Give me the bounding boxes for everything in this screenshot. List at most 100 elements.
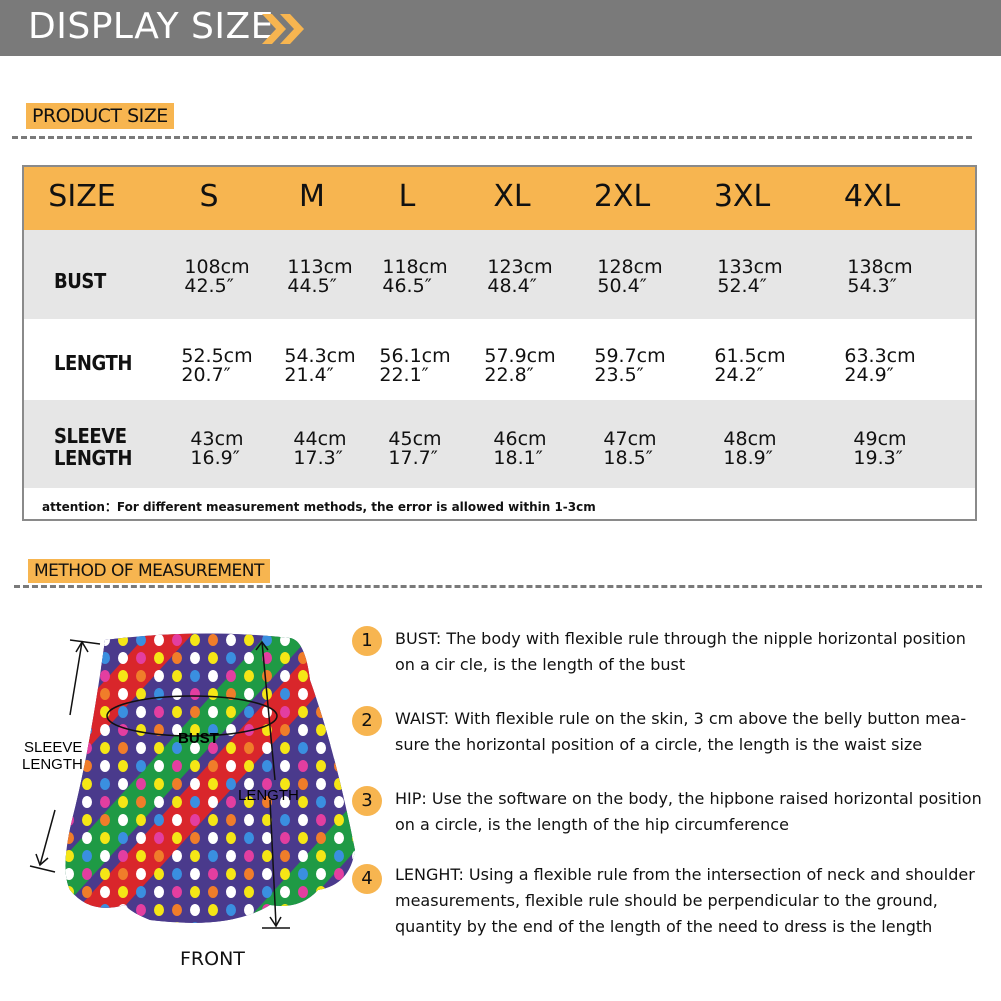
garment-dot: [208, 670, 218, 682]
garment-dot: [208, 688, 218, 700]
garment-dot: [154, 706, 164, 718]
garment-dot: [136, 832, 146, 844]
cell-cm: 133cm: [717, 256, 783, 278]
garment-dot: [190, 832, 200, 844]
garment-dot: [280, 832, 290, 844]
table-row-length: LENGTH 52.5cm 20.7″ 54.3cm 21.4″ 56.1cm 22.1″ 5…: [24, 319, 975, 400]
garment-dot: [280, 814, 290, 826]
bust-label: BUST: [178, 730, 219, 747]
table-cell: 48cm 18.9″: [723, 430, 776, 468]
garment-dot: [82, 922, 92, 923]
cell-inch: 21.4″: [284, 364, 334, 386]
cell-cm: 118cm: [382, 256, 448, 278]
garment-dot: [100, 868, 110, 880]
garment-dot: [262, 760, 272, 772]
garment-stripe: [65, 633, 325, 923]
garment-dot: [154, 886, 164, 898]
garment-dot: [280, 868, 290, 880]
cell-cm: 61.5cm: [714, 345, 786, 367]
garment-dot: [82, 724, 92, 736]
garment-dot: [172, 634, 182, 646]
garment-dot: [262, 742, 272, 754]
header-size-label: SIZE: [48, 179, 116, 214]
garment-dot: [172, 904, 182, 916]
table-row-sleeve-length: SLEEVE LENGTH 43cm 16.9″ 44cm 17.3″ 45cm 17.7″…: [24, 400, 975, 488]
garment-dot: [190, 814, 200, 826]
garment-dot: [190, 670, 200, 682]
row-label: BUST: [54, 269, 106, 293]
garment-dot: [352, 742, 356, 754]
cell-inch: 18.5″: [603, 447, 653, 469]
step-text: HIP: Use the software on the body, the h…: [395, 789, 982, 834]
table-cell: 123cm 48.4″: [487, 258, 552, 296]
cell-inch: 24.2″: [714, 364, 764, 386]
garment-dot: [244, 634, 254, 646]
cell-cm: 123cm: [487, 256, 553, 278]
garment-dot: [100, 688, 110, 700]
header-size-3xl: 3XL: [713, 179, 771, 214]
garment-dot: [352, 688, 356, 700]
garment-dot: [280, 634, 290, 646]
garment-dot: [65, 778, 74, 790]
header-size-l: L: [398, 179, 416, 214]
garment-dot: [190, 742, 200, 754]
garment-dot: [280, 742, 290, 754]
cell-inch: 20.7″: [181, 364, 231, 386]
table-cell: 138cm 54.3″: [847, 258, 912, 296]
garment-dot: [190, 778, 200, 790]
garment-dot: [262, 814, 272, 826]
cell-cm: 47cm: [603, 428, 657, 450]
garment-dot: [190, 796, 200, 808]
garment-dot: [208, 778, 218, 790]
garment-dot: [136, 922, 146, 923]
garment-pattern: [65, 633, 356, 923]
table-row-bust: BUST 108cm 42.5″ 113cm 44.5″ 118cm 46.5″ 123cm 4…: [24, 230, 975, 319]
garment-dot: [244, 796, 254, 808]
garment-dot: [82, 850, 92, 862]
cell-inch: 19.3″: [853, 447, 903, 469]
garment-dot: [190, 688, 200, 700]
table-cell: 128cm 50.4″: [597, 258, 662, 296]
garment-dot: [154, 778, 164, 790]
garment-dot: [190, 634, 200, 646]
garment-dot: [118, 706, 128, 718]
garment-dot: [154, 796, 164, 808]
garment-dot: [136, 724, 146, 736]
cell-cm: 54.3cm: [284, 345, 356, 367]
garment-dot: [226, 760, 236, 772]
cell-cm: 57.9cm: [484, 345, 556, 367]
table-cell: 56.1cm 22.1″: [379, 347, 450, 385]
cell-inch: 22.1″: [379, 364, 429, 386]
cell-cm: 43cm: [190, 428, 244, 450]
cell-inch: 16.9″: [190, 447, 240, 469]
table-header: SIZE S M L XL 2XL 3XL 4XL: [24, 167, 975, 230]
table-cell: 59.7cm 23.5″: [594, 347, 665, 385]
garment-dot: [190, 760, 200, 772]
garment-dot: [118, 904, 128, 916]
banner-title: DISPLAY SIZE: [28, 6, 274, 47]
garment-dot: [118, 922, 128, 923]
garment-dot: [298, 922, 308, 923]
cell-inch: 42.5″: [184, 275, 234, 297]
header-size-s: S: [199, 179, 219, 214]
table-cell: 54.3cm 21.4″: [284, 347, 355, 385]
garment-dot: [244, 886, 254, 898]
garment-dot: [244, 778, 254, 790]
garment-dot: [82, 670, 92, 682]
garment-dot: [172, 832, 182, 844]
garment-dot: [172, 706, 182, 718]
cell-inch: 18.1″: [493, 447, 543, 469]
table-cell: 44cm 17.3″: [293, 430, 346, 468]
garment-dot: [100, 850, 110, 862]
garment-dot: [100, 922, 110, 923]
garment-dot: [316, 850, 326, 862]
garment-dot: [298, 886, 308, 898]
garment-dot: [334, 688, 344, 700]
garment-dot: [334, 814, 344, 826]
garment-dot: [172, 670, 182, 682]
cell-cm: 138cm: [847, 256, 913, 278]
garment-dot: [208, 832, 218, 844]
garment-dot: [190, 922, 200, 923]
garment-dot: [316, 724, 326, 736]
garment-dot: [154, 760, 164, 772]
